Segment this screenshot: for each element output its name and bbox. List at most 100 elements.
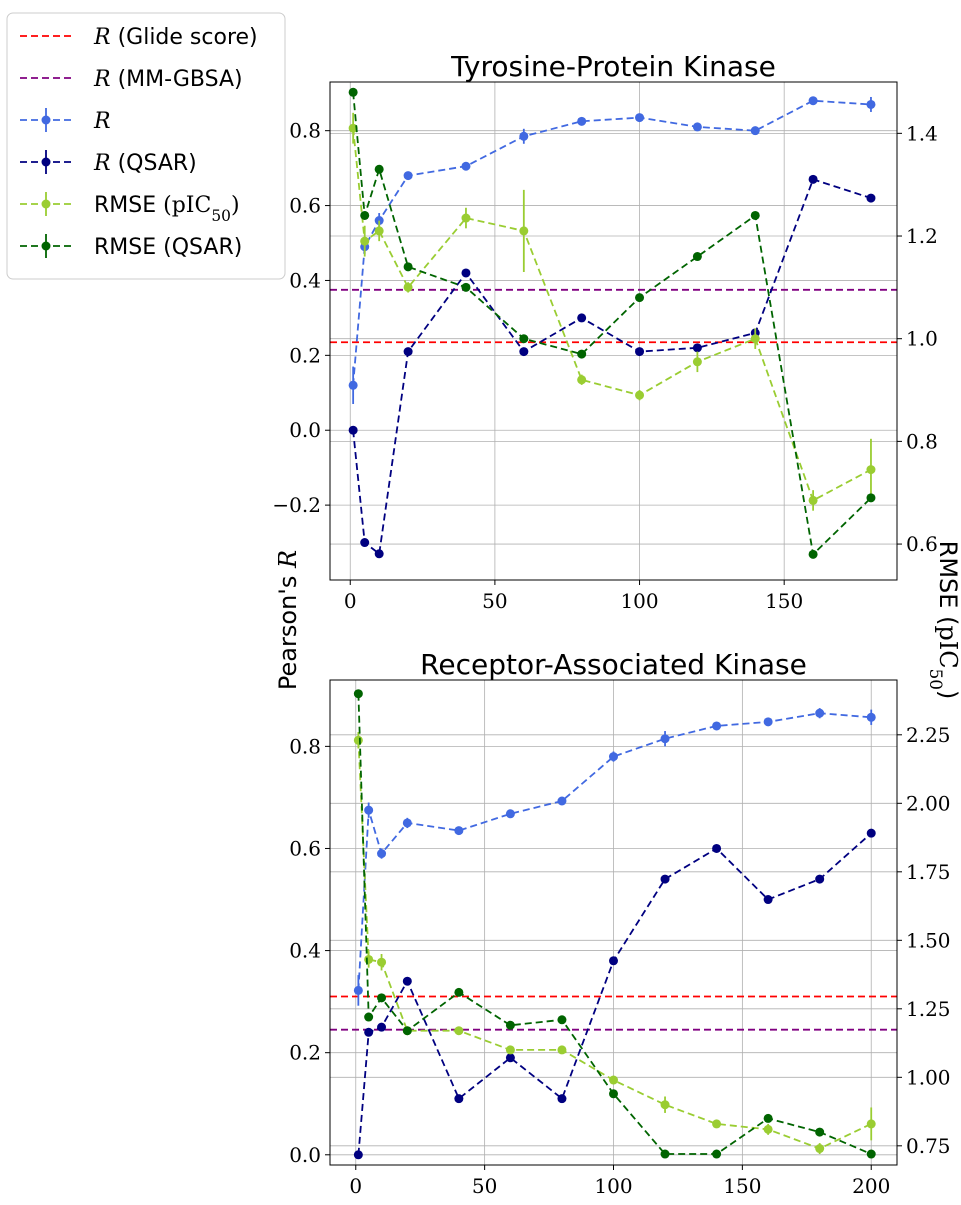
data-point	[763, 1124, 773, 1134]
series-r-qsar	[353, 828, 876, 1160]
data-point	[403, 171, 413, 181]
data-point	[519, 347, 529, 357]
data-point	[577, 349, 587, 359]
data-point	[712, 721, 722, 731]
data-point	[505, 809, 515, 819]
y-tick-label-right: 0.8	[906, 429, 938, 453]
data-point	[609, 1075, 618, 1085]
data-point	[577, 313, 587, 323]
data-point	[712, 1119, 722, 1129]
series-r	[353, 708, 876, 1006]
data-point	[750, 210, 760, 220]
legend-label: R (MM-GBSA)	[93, 67, 243, 92]
data-point	[403, 262, 413, 272]
data-point	[750, 334, 760, 344]
data-point	[360, 538, 370, 548]
series-line	[357, 832, 872, 1155]
data-point	[815, 708, 825, 718]
data-point	[353, 985, 363, 995]
data-point	[348, 87, 358, 97]
data-point	[577, 116, 587, 126]
data-point	[692, 252, 702, 262]
y-tick-label-left: −0.2	[272, 493, 321, 517]
data-point	[609, 956, 618, 966]
data-point	[692, 343, 702, 353]
y-tick-label-right: 2.25	[906, 723, 951, 747]
data-point	[461, 268, 471, 278]
legend-marker	[41, 157, 51, 167]
y-tick-label-left: 0.8	[289, 734, 321, 758]
data-point	[660, 1149, 670, 1159]
series-line	[352, 99, 872, 386]
series-line	[357, 693, 872, 1155]
data-point	[635, 293, 645, 303]
y-tick-label-left: 0.6	[289, 194, 321, 218]
data-point	[557, 1015, 567, 1025]
legend-entry-rmse-qsar: RMSE (QSAR)	[20, 234, 242, 260]
y-axis-label-right: RMSE (pIC50)	[926, 541, 961, 700]
plot-frame	[329, 81, 898, 581]
data-point	[635, 390, 645, 400]
series-line	[352, 128, 872, 502]
series-rmse-qsar	[348, 87, 876, 559]
series-line	[352, 178, 872, 556]
y-tick-label-left: 0.2	[289, 343, 321, 367]
legend-marker	[41, 199, 51, 209]
data-point	[353, 735, 363, 745]
y-tick-label-right: 1.50	[906, 928, 951, 952]
series-r	[348, 96, 876, 405]
panels: 0 50 100 150 −0.2 0.0 0.2 0.4 0.6 0.8 0.6 0.8 1.0 1.2…	[272, 50, 950, 1198]
legend-label: R (QSAR)	[93, 151, 197, 176]
data-point	[609, 1089, 618, 1099]
data-point	[815, 874, 825, 884]
data-point	[808, 174, 818, 184]
x-tick-label: 100	[594, 1174, 632, 1198]
x-tick-label: 0	[344, 589, 357, 613]
chart-title: Tyrosine-Protein Kinase	[450, 50, 776, 83]
data-point	[402, 1026, 412, 1036]
data-point	[692, 122, 702, 132]
data-point	[505, 1045, 515, 1055]
data-point	[712, 843, 722, 853]
data-point	[866, 828, 876, 838]
legend-entry-r-qsar: R (QSAR)	[20, 150, 197, 176]
data-point	[364, 1012, 374, 1022]
data-point	[808, 549, 818, 559]
data-point	[353, 689, 363, 699]
data-point	[815, 1127, 825, 1137]
legend-label: R	[93, 109, 111, 134]
data-point	[454, 1026, 464, 1036]
data-point	[377, 1022, 387, 1032]
y-tick-label-right: 0.6	[906, 532, 938, 556]
y-tick-label-right: 1.0	[906, 327, 938, 351]
data-point	[808, 96, 818, 106]
series-line	[357, 740, 872, 1150]
data-point	[374, 226, 384, 236]
data-point	[505, 1053, 515, 1063]
x-tick-label: 0	[349, 1174, 362, 1198]
data-point	[377, 993, 387, 1003]
data-point	[808, 495, 818, 505]
data-point	[750, 126, 760, 136]
data-point	[557, 796, 567, 806]
data-point	[402, 976, 412, 986]
data-point	[866, 1119, 876, 1129]
data-point	[815, 1144, 825, 1154]
legend: R (Glide score) R (MM-GBSA) R R (QSAR) RMSE …	[6, 12, 286, 280]
data-point	[660, 734, 670, 744]
data-point	[348, 425, 358, 435]
data-point	[403, 347, 413, 357]
chart-panel-1: 0 50 100 150 −0.2 0.0 0.2 0.4 0.6 0.8 0.6 0.8 1.0 1.2…	[272, 50, 937, 613]
legend-entry-r: R	[20, 108, 111, 134]
legend-entry-mmgbsa: R (MM-GBSA)	[20, 67, 243, 92]
legend-entry-glide: R (Glide score)	[20, 25, 258, 50]
data-point	[461, 213, 471, 223]
x-tick-label: 50	[482, 589, 507, 613]
chart-panel-2: 0 50 100 150 200 0.0 0.2 0.4 0.6 0.8 0.75 1.00 1.25 1…	[289, 648, 950, 1198]
data-point	[660, 874, 670, 884]
data-point	[866, 465, 876, 475]
legend-marker	[41, 115, 51, 125]
y-tick-label-right: 1.25	[906, 997, 951, 1021]
series-r-qsar	[348, 174, 876, 559]
